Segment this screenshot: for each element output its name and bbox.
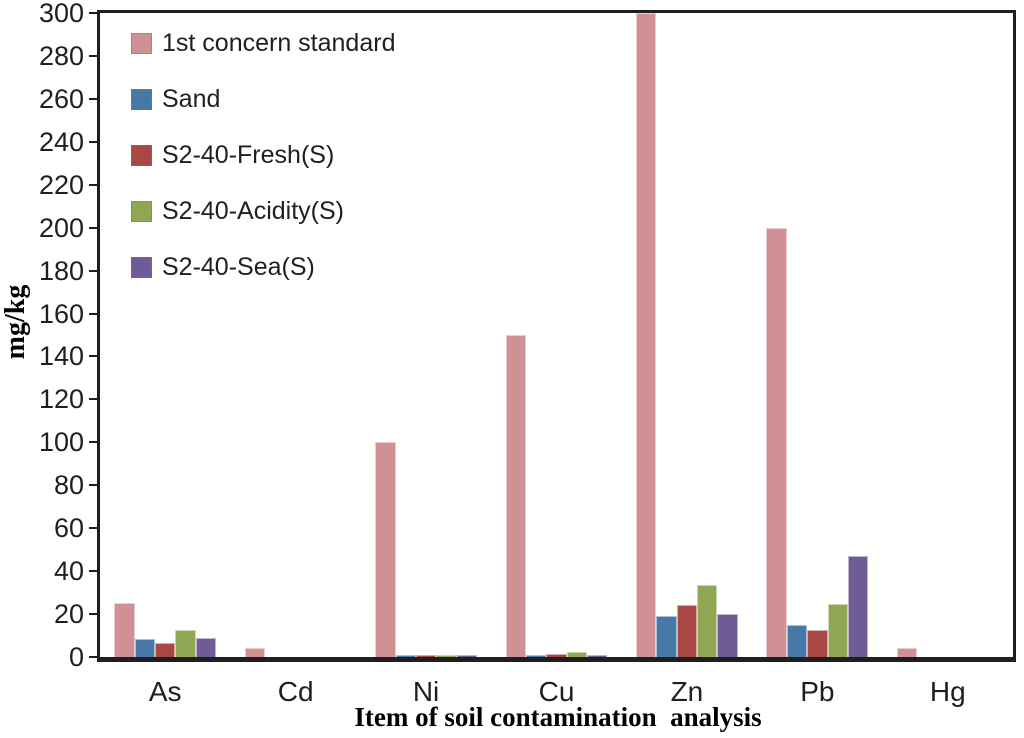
y-tick-mark	[89, 269, 100, 272]
bar-zn-standard	[636, 13, 657, 657]
x-axis-title: Item of soil contamination analysis	[354, 702, 762, 732]
bar-as-s2-40-fresh(s)	[155, 643, 176, 657]
y-tick-mark	[89, 441, 100, 444]
y-tick-mark	[89, 484, 100, 487]
bar-cu-s2-40-acidity(s)	[566, 651, 588, 657]
legend-swatch-icon	[131, 32, 152, 54]
y-tick-mark	[89, 183, 100, 186]
bar-pb-sand	[786, 624, 808, 657]
legend-swatch-icon	[131, 144, 152, 166]
bar-as-standard	[114, 603, 135, 657]
bar-zn-s2-40-fresh(s)	[676, 605, 698, 657]
bar-hg-standard	[896, 648, 918, 657]
bar-pb-s2-40-sea(s)	[847, 556, 869, 657]
y-tick-label: 60	[53, 513, 84, 544]
y-tick-label: 40	[53, 556, 84, 587]
plot-area	[97, 10, 1016, 662]
bar-as-s2-40-sea(s)	[195, 637, 217, 657]
legend-label: Sand	[162, 84, 221, 113]
y-tick-label: 80	[53, 470, 84, 501]
bar-ni-s2-40-fresh(s)	[415, 654, 437, 657]
legend-item: 1st concern standard	[131, 29, 395, 57]
bar-zn-s2-40-sea(s)	[717, 614, 738, 657]
bar-pb-s2-40-fresh(s)	[807, 630, 828, 657]
y-tick-label: 220	[38, 169, 84, 200]
y-tick-label: 160	[38, 298, 84, 329]
x-tick-label: Pb	[800, 676, 835, 707]
legend-item: S2-40-Acidity(S)	[131, 197, 395, 225]
y-tick-label: 300	[38, 0, 84, 28]
y-tick-label: 20	[53, 599, 84, 630]
y-tick-mark	[89, 226, 100, 229]
y-tick-mark	[89, 12, 100, 14]
y-tick-label: 100	[38, 427, 84, 458]
bar-as-sand	[134, 638, 156, 657]
x-tick-label: As	[148, 676, 182, 707]
y-tick-mark	[89, 570, 100, 573]
y-tick-mark	[89, 54, 100, 57]
y-tick-mark	[89, 97, 100, 100]
legend-item: S2-40-Fresh(S)	[131, 141, 395, 169]
y-tick-label: 140	[38, 341, 84, 372]
legend-label: 1st concern standard	[162, 28, 396, 57]
y-tick-mark	[89, 656, 100, 658]
y-tick-label: 180	[38, 255, 84, 286]
y-tick-mark	[89, 527, 100, 530]
y-tick-mark	[89, 140, 100, 143]
legend-item: S2-40-Sea(S)	[131, 253, 395, 281]
legend-item: Sand	[131, 85, 395, 113]
bar-ni-s2-40-sea(s)	[456, 654, 477, 657]
x-tick-label: Zn	[670, 676, 704, 707]
bar-cd-standard	[244, 648, 266, 657]
y-tick-mark	[89, 613, 100, 616]
y-tick-mark	[89, 398, 100, 401]
x-tick-label: Hg	[929, 676, 966, 707]
x-tick-label: Cd	[277, 676, 314, 707]
legend: 1st concern standard Sand S2-40-Fresh(S) S2…	[131, 29, 395, 312]
bar-as-s2-40-acidity(s)	[175, 630, 196, 657]
y-tick-label: 240	[38, 126, 84, 157]
x-tick-label: Cu	[538, 676, 575, 707]
bar-zn-sand	[656, 616, 677, 657]
y-tick-mark	[89, 355, 100, 358]
bar-cu-sand	[525, 654, 547, 657]
bar-pb-standard	[766, 227, 787, 657]
y-tick-label: 260	[38, 83, 84, 114]
y-tick-label: 120	[38, 384, 84, 415]
legend-label: S2-40-Acidity(S)	[162, 196, 344, 225]
y-tick-label: 280	[38, 40, 84, 71]
legend-label: S2-40-Sea(S)	[162, 252, 315, 281]
bar-ni-standard	[375, 442, 396, 657]
y-tick-label: 200	[38, 212, 84, 243]
bar-ni-sand	[395, 654, 416, 657]
legend-swatch-icon	[131, 88, 152, 110]
bar-cu-standard	[505, 335, 526, 657]
bar-pb-s2-40-acidity(s)	[827, 604, 848, 657]
legend-swatch-icon	[131, 256, 152, 278]
bar-ni-s2-40-acidity(s)	[436, 654, 457, 657]
bar-cu-s2-40-sea(s)	[587, 654, 608, 657]
bar-cu-s2-40-fresh(s)	[546, 653, 567, 657]
legend-label: S2-40-Fresh(S)	[162, 140, 335, 169]
x-tick-label: Ni	[412, 676, 440, 707]
y-tick-mark	[89, 312, 100, 315]
legend-swatch-icon	[131, 200, 152, 222]
bar-zn-s2-40-acidity(s)	[697, 585, 718, 657]
y-tick-label: 0	[68, 642, 84, 672]
